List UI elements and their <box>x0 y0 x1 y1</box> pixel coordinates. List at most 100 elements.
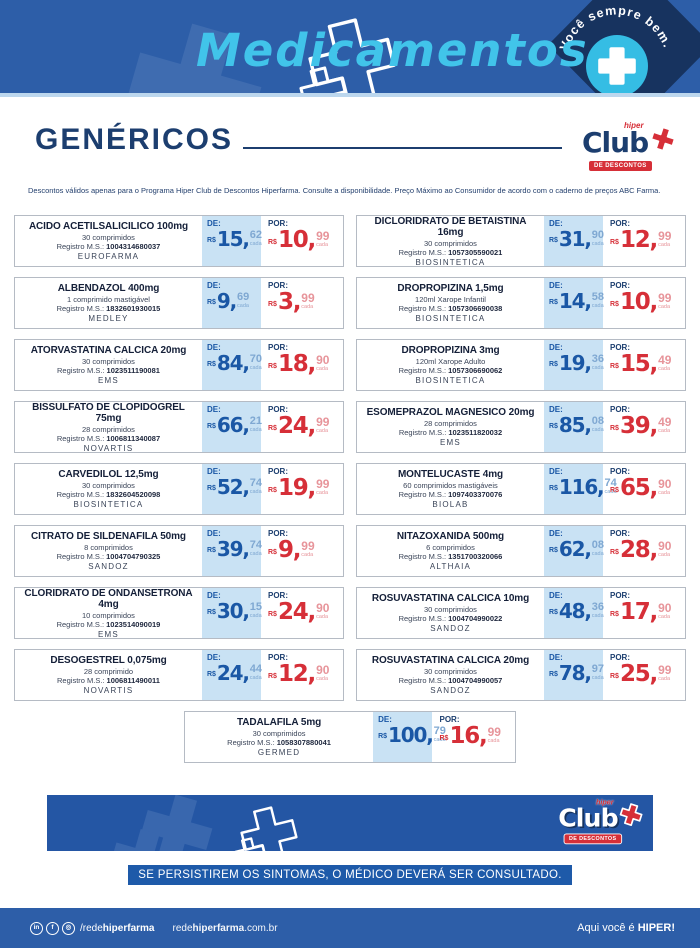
product-info: DICLORIDRATO DE BETAISTINA 16mg 30 compr… <box>357 216 544 267</box>
price-for-label: POR: <box>267 343 288 352</box>
product-registry: Registro M.S.: 1004314680037 <box>57 242 161 251</box>
product-name: ROSUVASTATINA CALCICA 20mg <box>371 655 530 666</box>
product-info: DROPROPIZINA 3mg 120ml Xarope Adulto Reg… <box>357 340 544 390</box>
price-for-int: 16, <box>449 723 487 749</box>
registry-label: Registro M.S.: <box>56 433 105 443</box>
currency-symbol: R$ <box>548 547 558 554</box>
product-registry: Registro M.S.: 1097403370076 <box>399 490 503 499</box>
price-for-int: 10, <box>619 289 658 315</box>
price-from: R$ 19, 36 cada <box>549 353 604 373</box>
price-for-dec: 99 <box>301 539 315 553</box>
price-for-unit: cada <box>301 304 314 310</box>
price-from-panel: DE: R$ 14, 58 cada <box>543 278 604 328</box>
currency-symbol: R$ <box>609 425 619 432</box>
price-for: R$ 65, 90 cada <box>609 477 684 500</box>
hiperfarma-logo-cross-icon <box>232 802 302 851</box>
product-brand: GERMED <box>257 748 301 757</box>
price-for-panel: POR: R$ 24, 90 cada <box>261 588 343 638</box>
product-card: DROPROPIZINA 1,5mg 120ml Xarope Infantil… <box>356 277 686 329</box>
registry-number: 1004704790325 <box>106 552 161 561</box>
product-name: CITRATO DE SILDENAFILA 50mg <box>31 531 186 542</box>
product-registry: Registro M.S.: 1057305590021 <box>399 248 503 257</box>
product-card: NITAZOXANIDA 500mg 6 comprimidos Registr… <box>356 525 686 577</box>
products-grid: ACIDO ACETILSALICILICO 100mg 30 comprimi… <box>14 215 686 701</box>
price-for-panel: POR: R$ 28, 90 cada <box>603 526 685 576</box>
registry-number: 1832601930015 <box>106 304 161 313</box>
product-brand: BIOSINTETICA <box>415 376 486 385</box>
price-from-dec: 36 <box>591 601 604 613</box>
product-quantity: 30 comprimidos <box>424 238 477 248</box>
price-from-label: DE: <box>206 529 221 538</box>
registry-label: Registro M.S.: <box>56 619 105 629</box>
price-for-label: POR: <box>609 405 630 414</box>
currency-symbol: R$ <box>267 673 277 680</box>
product-card: ACIDO ACETILSALICILICO 100mg 30 comprimi… <box>14 215 344 267</box>
product-card: CITRATO DE SILDENAFILA 50mg 8 comprimido… <box>14 525 344 577</box>
price-from-dec: 08 <box>591 539 604 551</box>
price-from-panel: DE: R$ 48, 36 cada <box>543 588 604 638</box>
price-for-panel: POR: R$ 17, 90 cada <box>603 588 685 638</box>
price-for-panel: POR: R$ 16, 99 cada <box>432 712 515 762</box>
price-for-unit: cada <box>316 428 329 434</box>
price-from: R$ 24, 44 cada <box>207 663 262 683</box>
price-from-label: DE: <box>548 281 563 290</box>
instagram-icon: ◎ <box>62 921 75 935</box>
price-for-unit: cada <box>658 676 671 682</box>
price-for: R$ 24, 99 cada <box>268 415 342 438</box>
price-for-label: POR: <box>609 343 630 352</box>
price-from-int: 9, <box>216 289 237 313</box>
registry-label: Registro M.S.: <box>398 490 447 499</box>
price-from-panel: DE: R$ 85, 08 cada <box>543 402 604 452</box>
registry-number: 1097403370076 <box>448 490 503 499</box>
registry-label: Registro M.S.: <box>227 738 275 747</box>
currency-symbol: R$ <box>609 487 619 494</box>
product-card: ROSUVASTATINA CALCICA 10mg 30 comprimido… <box>356 587 686 639</box>
currency-symbol: R$ <box>206 423 216 430</box>
price-from-int: 116, <box>558 475 605 499</box>
footer-tagline: Aqui você é HIPER! <box>577 922 675 934</box>
currency-symbol: R$ <box>548 485 558 492</box>
price-for-int: 15, <box>619 351 658 377</box>
price-from-unit: cada <box>433 737 446 743</box>
price-for: R$ 12, 99 cada <box>610 229 684 252</box>
registry-label: Registro M.S.: <box>56 242 105 251</box>
price-for-panel: POR: R$ 25, 99 cada <box>603 650 685 700</box>
price-for: R$ 16, 99 cada <box>439 723 514 749</box>
product-quantity: 8 comprimidos <box>84 543 133 552</box>
price-for-int: 24, <box>277 599 316 625</box>
price-from: R$ 15, 62 cada <box>207 229 262 249</box>
price-from-dec: 79 <box>433 725 446 737</box>
price-for-dec: 99 <box>301 291 315 305</box>
price-from-unit: cada <box>249 551 262 557</box>
product-brand: BIOSINTETICA <box>73 500 144 509</box>
product-quantity: 6 comprimidos <box>426 543 475 552</box>
product-brand: ALTHAIA <box>429 562 472 571</box>
price-from: R$ 85, 08 cada <box>548 415 604 435</box>
product-name: DROPROPIZINA 3mg <box>401 345 500 356</box>
price-from: R$ 39, 74 cada <box>207 539 262 559</box>
price-for: R$ 28, 90 cada <box>610 539 684 562</box>
registry-label: Registro M.S.: <box>398 614 447 623</box>
price-for-panel: POR: R$ 3, 99 cada <box>261 278 343 328</box>
product-card: DESOGESTREL 0,075mg 28 comprimido Regist… <box>14 649 344 701</box>
price-from-label: DE: <box>548 653 563 662</box>
price-for-int: 19, <box>277 475 316 501</box>
price-from-int: 52, <box>216 475 250 499</box>
product-registry: Registro M.S.: 1058307880041 <box>227 738 331 747</box>
currency-symbol: R$ <box>548 671 558 678</box>
price-for: R$ 12, 90 cada <box>267 663 342 686</box>
centered-product-row: TADALAFILA 5mg 30 comprimidos Registro M… <box>0 711 700 763</box>
product-card: ALBENDAZOL 400mg 1 comprimido mastigável… <box>14 277 344 329</box>
product-card: BISSULFATO DE CLOPIDOGREL 75mg 28 compri… <box>14 401 344 453</box>
price-for-label: POR: <box>609 467 630 476</box>
price-from-unit: cada <box>591 365 604 371</box>
price-for-label: POR: <box>267 219 288 228</box>
price-from-label: DE: <box>206 591 221 600</box>
price-for-label: POR: <box>267 467 288 476</box>
product-name: CARVEDILOL 12,5mg <box>58 469 159 480</box>
price-from: R$ 48, 36 cada <box>549 601 604 621</box>
product-brand: EUROFARMA <box>77 252 140 261</box>
club-logo-hiper-text: hiper <box>624 121 644 130</box>
price-from-dec: 62 <box>249 229 262 241</box>
currency-symbol: R$ <box>548 423 558 430</box>
